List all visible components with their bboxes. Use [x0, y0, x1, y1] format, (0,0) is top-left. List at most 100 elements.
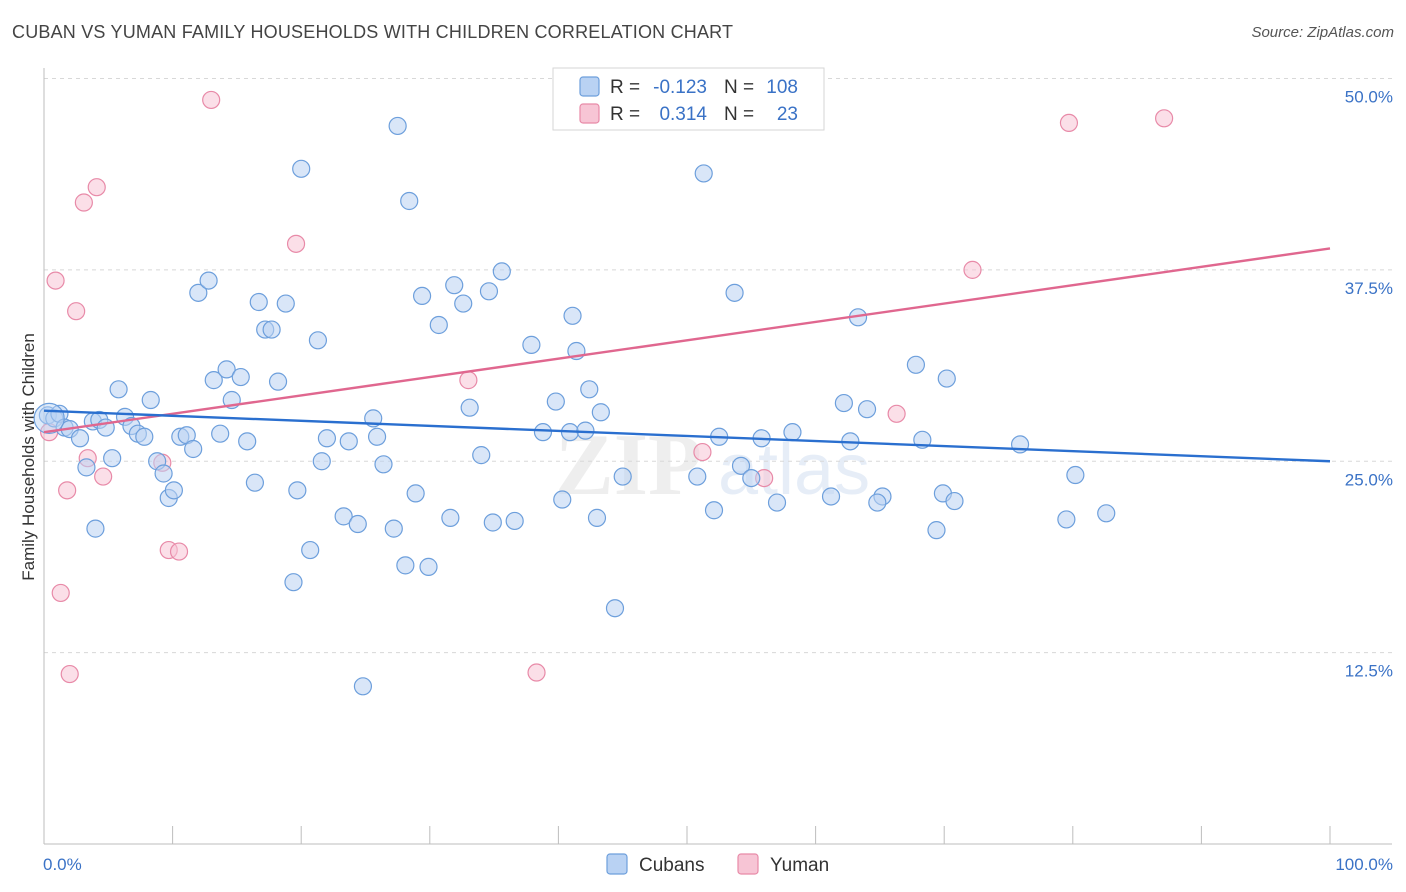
- cubans-point: [694, 164, 713, 183]
- cubans-point: [262, 320, 281, 339]
- axes: [43, 68, 1392, 845]
- yuman-point: [60, 664, 79, 684]
- yuman-point: [963, 260, 982, 279]
- cubans-point: [704, 501, 724, 520]
- y-tick-label-3: 50.0%: [1345, 88, 1393, 107]
- legend-n-label-cubans: N =: [724, 77, 754, 98]
- cubans-point: [1097, 504, 1116, 523]
- bottom-legend-label-cubans: Cubans: [639, 855, 705, 876]
- cubans-point: [821, 487, 841, 506]
- yuman-point: [46, 271, 65, 290]
- yuman-point: [58, 481, 77, 500]
- gridlines: [44, 78, 1392, 654]
- cubans-point: [522, 335, 541, 354]
- cubans-point: [292, 159, 311, 178]
- legend-r-label-yuman: R =: [610, 104, 640, 125]
- trend-lines: [43, 247, 1331, 463]
- yuman-point: [286, 234, 306, 253]
- yuman-point: [887, 404, 906, 423]
- cubans-point: [245, 473, 265, 492]
- yuman-point: [1059, 113, 1079, 132]
- cubans-point: [834, 393, 853, 413]
- cubans-point: [742, 468, 761, 488]
- cubans-point: [199, 271, 218, 290]
- yuman-point: [87, 178, 106, 197]
- cubans-point: [767, 493, 787, 512]
- cubans-point: [135, 427, 154, 446]
- cubans-point: [164, 481, 183, 500]
- cubans-point: [109, 380, 128, 399]
- x-tick-labels: 0.0% 100.0%: [43, 855, 1393, 874]
- cubans-point: [1057, 510, 1076, 529]
- cubans-point: [445, 276, 464, 295]
- cubans-point: [533, 423, 553, 442]
- yuman-point: [169, 542, 189, 561]
- cubans-point: [546, 392, 565, 411]
- cubans-point: [317, 429, 337, 448]
- yuman-point: [202, 90, 221, 110]
- cubans-point: [301, 540, 320, 560]
- chart-title: CUBAN VS YUMAN FAMILY HOUSEHOLDS WITH CH…: [12, 22, 734, 42]
- bottom-legend-label-yuman: Yuman: [770, 855, 829, 876]
- cubans-point: [429, 315, 448, 335]
- cubans-point: [412, 286, 432, 306]
- yuman-point: [67, 302, 86, 321]
- cubans-point: [479, 282, 499, 301]
- cubans-point: [454, 294, 473, 313]
- yuman-point: [527, 663, 546, 682]
- yuman-point: [459, 371, 478, 390]
- cubans-point: [238, 432, 257, 451]
- stats-legend: R = -0.123 N = 108 R = 0.314 N = 23: [552, 67, 825, 131]
- cubans-point: [70, 429, 90, 448]
- legend-swatch-yuman: [579, 103, 600, 124]
- cubans-point: [367, 427, 387, 446]
- legend-n-value-yuman: 23: [777, 104, 798, 125]
- y-tick-labels: 12.5% 25.0% 37.5% 50.0%: [1345, 88, 1393, 681]
- cubans-point: [211, 424, 230, 443]
- cubans-point: [268, 372, 288, 391]
- legend-n-value-cubans: 108: [766, 77, 798, 98]
- cubans-point: [492, 262, 511, 281]
- cubans-point: [441, 508, 460, 527]
- cubans-point: [1066, 465, 1085, 485]
- cubans-point: [388, 116, 407, 136]
- yuman-point: [1155, 109, 1174, 128]
- cubans-point: [613, 467, 632, 486]
- legend-r-value-yuman: 0.314: [659, 104, 707, 125]
- cubans-point: [783, 423, 802, 442]
- cubans-point: [906, 355, 926, 374]
- y-tick-label-2: 37.5%: [1345, 279, 1393, 298]
- cubans-point: [553, 490, 572, 509]
- cubans-point: [284, 573, 303, 592]
- cubans-point: [339, 432, 358, 451]
- cubans-point: [605, 599, 625, 618]
- cubans-point: [334, 507, 353, 526]
- cubans-trend-line: [43, 409, 1331, 463]
- cubans-point: [688, 467, 707, 486]
- cubans-point: [308, 331, 328, 350]
- yuman-point: [693, 442, 712, 462]
- x-tick-label-0: 0.0%: [43, 855, 82, 874]
- cubans-point: [154, 464, 173, 483]
- cubans-point: [591, 403, 610, 422]
- cubans-point: [77, 458, 96, 477]
- cubans-point: [419, 557, 438, 576]
- cubans-point: [189, 283, 208, 302]
- cubans-point: [945, 491, 964, 511]
- cubans-point: [587, 508, 607, 527]
- cubans-point: [857, 400, 877, 419]
- cubans-point: [312, 452, 331, 471]
- y-axis-label: Family Households with Children: [19, 333, 38, 581]
- cubans-point: [217, 360, 236, 379]
- cubans-point: [731, 456, 751, 475]
- cubans-point: [184, 439, 203, 459]
- yuman-point: [94, 467, 113, 486]
- cubans-point: [927, 521, 946, 540]
- legend-r-label-cubans: R =: [610, 77, 640, 98]
- cubans-point: [483, 513, 502, 532]
- cubans-point: [396, 556, 415, 575]
- cubans-point: [353, 677, 373, 696]
- cubans-point: [231, 367, 250, 387]
- series-legend: Cubans Yuman: [606, 853, 829, 876]
